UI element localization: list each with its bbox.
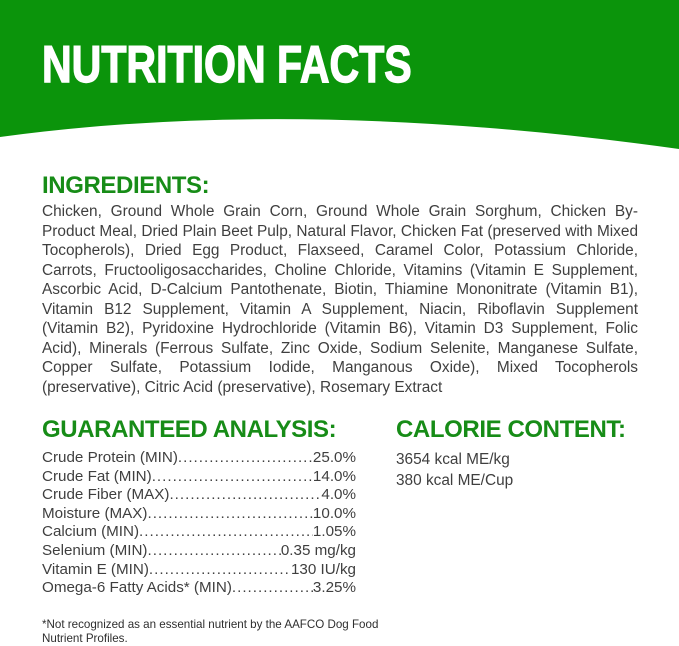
nutrient-value: 14.0% [312, 467, 356, 485]
table-row: Omega-6 Fatty Acids* (MIN) 3.25% [42, 579, 356, 598]
nutrient-label: Vitamin E (MIN) [42, 560, 149, 578]
dot-leader [169, 486, 321, 505]
dot-leader [139, 523, 313, 542]
dot-leader [148, 542, 281, 561]
header-curve-shape [0, 0, 679, 149]
ingredients-text: Chicken, Ground Whole Grain Corn, Ground… [42, 203, 638, 396]
nutrient-value: 130 IU/kg [290, 560, 356, 578]
nutrient-value: 10.0% [312, 504, 356, 522]
table-row: Selenium (MIN) 0.35 mg/kg [42, 542, 356, 561]
calorie-line-kg: 3654 kcal ME/kg [396, 451, 510, 468]
nutrient-label: Omega-6 Fatty Acids* (MIN) [42, 579, 232, 597]
calorie-line-cup: 380 kcal ME/Cup [396, 471, 514, 489]
nutrient-label: Calcium (MIN) [42, 523, 140, 541]
calorie-content-heading: CALORIE CONTENT: [396, 416, 626, 443]
dot-leader [152, 468, 313, 487]
table-row: Calcium (MIN) 1.05% [42, 523, 356, 542]
nutrient-label: Crude Fiber (MAX) [42, 486, 170, 504]
dot-leader [147, 505, 312, 524]
dot-leader [232, 579, 313, 598]
nutrient-value: 4.0% [321, 486, 356, 504]
nutrient-value: 25.0% [312, 449, 356, 466]
aafco-footnote: *Not recognized as an essential nutrient… [42, 618, 379, 645]
guaranteed-analysis-heading: GUARANTEED ANALYSIS: [42, 416, 337, 443]
table-row: Vitamin E (MIN) 130 IU/kg [42, 561, 356, 580]
guaranteed-analysis-table: Crude Protein (MIN) 25.0% Crude Fat (MIN… [42, 449, 356, 598]
nutrient-value: 0.35 mg/kg [280, 541, 356, 559]
nutrient-value: 1.05% [312, 523, 356, 541]
nutrient-label: Moisture (MAX) [42, 504, 148, 522]
table-row: Crude Fat (MIN) 14.0% [42, 468, 356, 487]
table-row: Moisture (MAX) 10.0% [42, 505, 356, 524]
nutrient-value: 3.25% [312, 579, 356, 597]
table-row: Crude Fiber (MAX) 4.0% [42, 486, 356, 505]
nutrient-label: Selenium (MIN) [42, 541, 148, 559]
dot-leader [178, 449, 313, 468]
ingredients-heading: INGREDIENTS: [42, 172, 210, 199]
table-row: Crude Protein (MIN) 25.0% [42, 449, 356, 468]
page-title: NUTRITION FACTS [41, 36, 412, 94]
calorie-content-values: 3654 kcal ME/kg 380 kcal ME/Cup [396, 450, 513, 491]
header-band [0, 0, 679, 149]
dot-leader [149, 561, 291, 580]
nutrient-label: Crude Protein (MIN) [42, 449, 178, 466]
nutrient-label: Crude Fat (MIN) [42, 467, 152, 485]
